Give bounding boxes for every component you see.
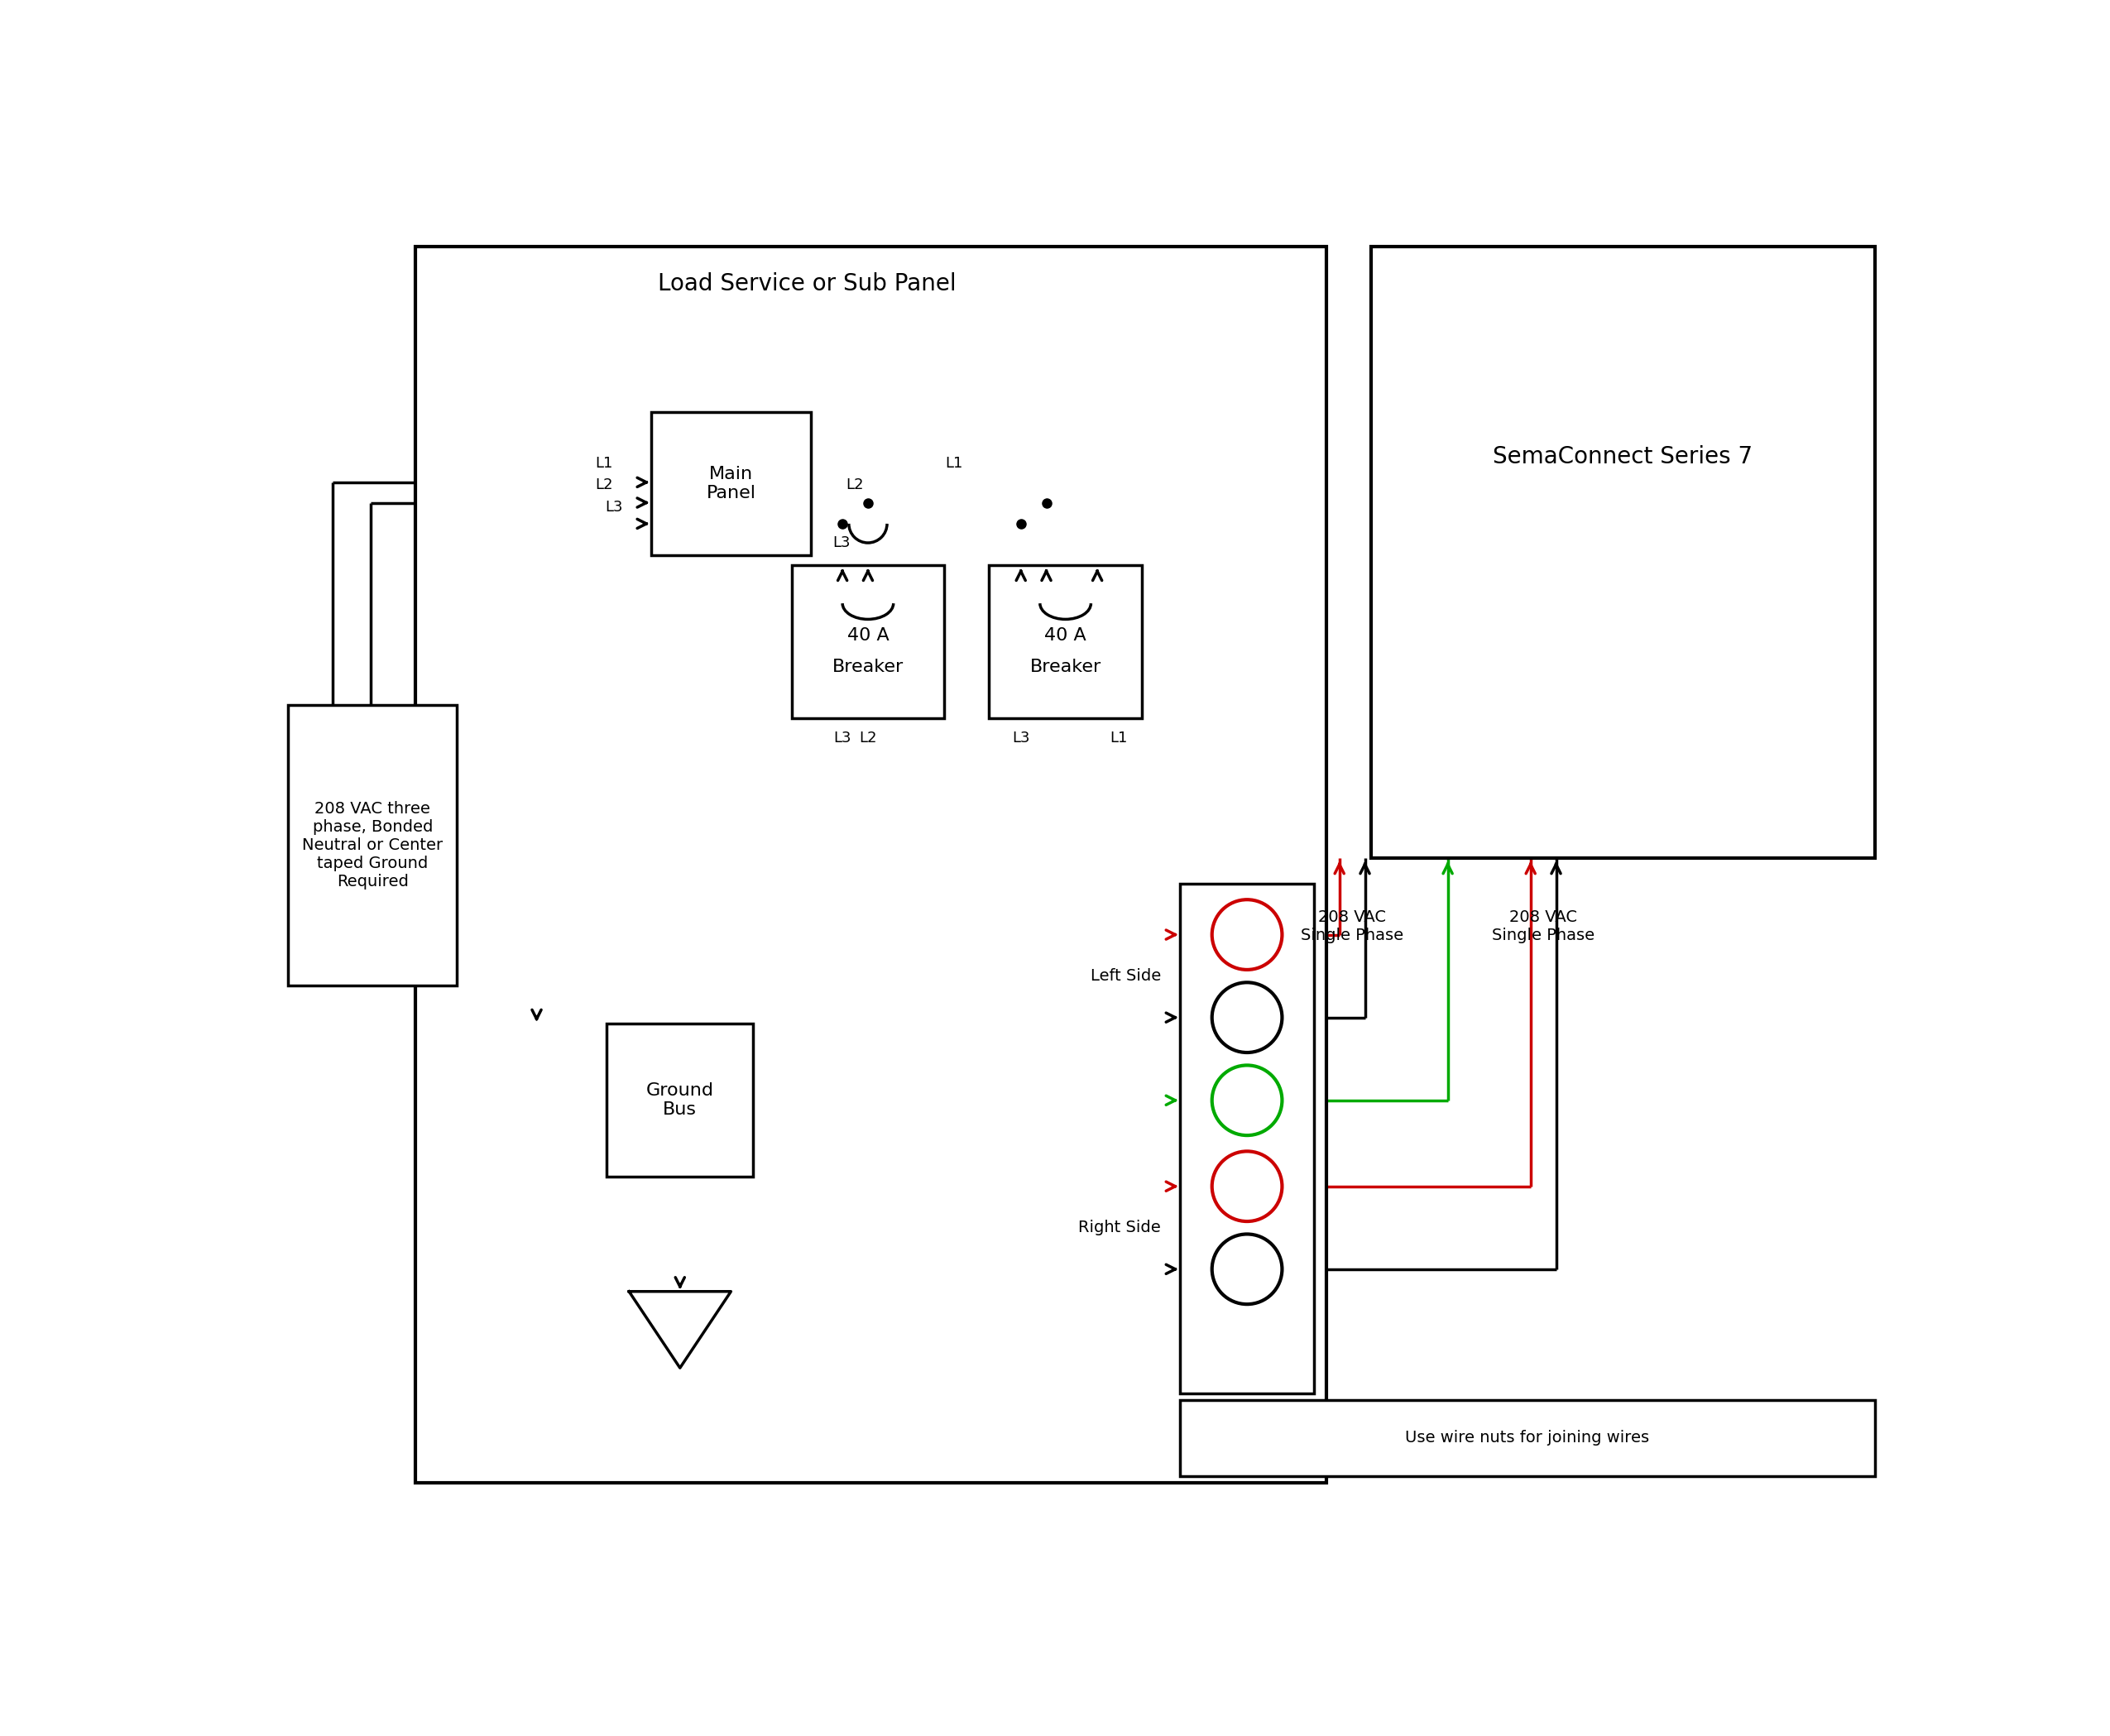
Text: Load Service or Sub Panel: Load Service or Sub Panel	[658, 273, 956, 295]
Text: L2: L2	[595, 477, 614, 493]
Text: 208 VAC three
phase, Bonded
Neutral or Center
taped Ground
Required: 208 VAC three phase, Bonded Neutral or C…	[302, 802, 443, 891]
Text: L3: L3	[833, 535, 850, 550]
Text: L1: L1	[595, 457, 614, 470]
Text: 40 A: 40 A	[846, 627, 888, 644]
Text: L3: L3	[1013, 731, 1030, 746]
Text: L3: L3	[606, 500, 622, 516]
Text: Breaker: Breaker	[1030, 658, 1101, 675]
Text: Ground
Bus: Ground Bus	[646, 1083, 713, 1118]
Bar	[791, 566, 945, 719]
Text: Use wire nuts for joining wires: Use wire nuts for joining wires	[1405, 1430, 1650, 1446]
Text: 208 VAC
Single Phase: 208 VAC Single Phase	[1300, 910, 1403, 943]
Text: L2: L2	[846, 477, 863, 493]
Text: L2: L2	[859, 731, 878, 746]
Bar	[652, 411, 810, 556]
Text: 40 A: 40 A	[1044, 627, 1087, 644]
Text: L3: L3	[833, 731, 850, 746]
Text: L1: L1	[945, 457, 962, 470]
Bar	[289, 705, 458, 986]
Text: Breaker: Breaker	[831, 658, 903, 675]
Bar	[990, 566, 1142, 719]
Text: Right Side: Right Side	[1078, 1220, 1160, 1236]
Bar	[1179, 1399, 1874, 1476]
Bar	[1179, 884, 1315, 1394]
Text: 208 VAC
Single Phase: 208 VAC Single Phase	[1492, 910, 1595, 943]
Text: Main
Panel: Main Panel	[707, 465, 755, 502]
Bar	[1372, 247, 1874, 858]
Text: SemaConnect Series 7: SemaConnect Series 7	[1494, 444, 1753, 469]
Bar	[416, 247, 1327, 1483]
Bar	[608, 1024, 753, 1177]
Text: L1: L1	[1110, 731, 1127, 746]
Text: Left Side: Left Side	[1091, 969, 1160, 984]
